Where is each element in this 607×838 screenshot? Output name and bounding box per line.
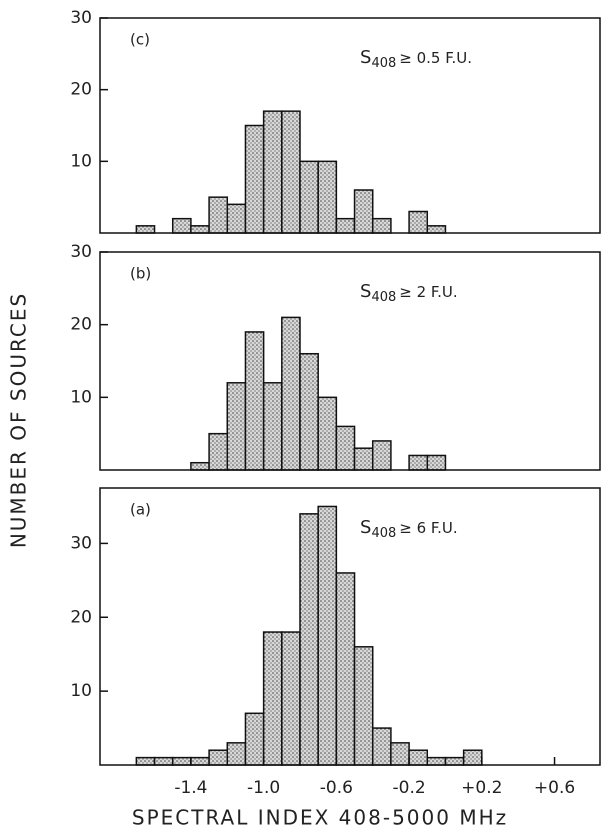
panel-label: (a) bbox=[130, 501, 151, 519]
x-tick-label: -1.4 bbox=[174, 778, 207, 798]
bar bbox=[262, 110, 283, 234]
annotation-subscript: 408 bbox=[371, 56, 396, 71]
bar bbox=[335, 572, 356, 766]
annotation: S408 ≥ 6 F.U. bbox=[360, 517, 458, 541]
bar bbox=[408, 749, 429, 766]
bar bbox=[299, 513, 319, 766]
bar bbox=[226, 203, 247, 234]
bar bbox=[426, 454, 447, 471]
y-axis-label: NUMBER OF SOURCES bbox=[7, 292, 31, 548]
annotation: S408 ≥ 2 F.U. bbox=[360, 281, 458, 305]
bar bbox=[371, 217, 392, 234]
x-axis-label: SPECTRAL INDEX 408-5000 MHz bbox=[132, 806, 508, 830]
x-tick-label: -1.0 bbox=[247, 778, 280, 798]
bar bbox=[281, 110, 301, 234]
bar bbox=[135, 225, 156, 234]
annotation-symbol: S bbox=[360, 517, 371, 538]
panel-label: (c) bbox=[130, 31, 150, 49]
annotation-symbol: S bbox=[360, 281, 371, 302]
bar bbox=[335, 217, 356, 234]
bar bbox=[262, 382, 283, 471]
bar bbox=[353, 447, 374, 471]
bar bbox=[208, 432, 229, 471]
x-tick-label: -0.2 bbox=[393, 778, 426, 798]
bar bbox=[262, 631, 283, 766]
bar bbox=[390, 742, 410, 766]
frame bbox=[99, 487, 601, 766]
bar bbox=[244, 712, 265, 766]
bar bbox=[299, 352, 319, 471]
annotation-text: ≥ 2 F.U. bbox=[399, 283, 457, 301]
bar bbox=[171, 756, 192, 766]
x-tick-label: +0.6 bbox=[534, 778, 575, 798]
bar bbox=[426, 225, 447, 234]
y-tick-label: 30 bbox=[70, 242, 92, 262]
annotation-subscript: 408 bbox=[371, 290, 396, 305]
bar bbox=[408, 454, 429, 471]
y-tick-label: 10 bbox=[70, 387, 92, 407]
bar bbox=[208, 749, 229, 766]
bar bbox=[190, 756, 210, 766]
bar bbox=[190, 225, 210, 234]
bar bbox=[317, 505, 338, 766]
y-tick-label: 20 bbox=[70, 607, 92, 627]
x-tick-label: -0.6 bbox=[320, 778, 353, 798]
bar bbox=[371, 727, 392, 766]
x-tick-label: +0.2 bbox=[461, 778, 502, 798]
bar bbox=[299, 160, 319, 234]
bar bbox=[171, 217, 192, 234]
bar bbox=[353, 646, 374, 766]
y-tick-label: 20 bbox=[70, 315, 92, 335]
bar bbox=[317, 160, 338, 234]
annotation-text: ≥ 0.5 F.U. bbox=[399, 49, 472, 67]
bar bbox=[371, 440, 392, 471]
bar bbox=[226, 382, 247, 471]
bar bbox=[153, 756, 174, 766]
bar bbox=[208, 196, 229, 234]
bar bbox=[135, 756, 156, 766]
annotation-text: ≥ 6 F.U. bbox=[399, 519, 457, 537]
annotation-subscript: 408 bbox=[371, 526, 396, 541]
bar bbox=[353, 189, 374, 234]
y-tick-label: 10 bbox=[70, 681, 92, 701]
bar bbox=[462, 749, 483, 766]
y-tick-label: 30 bbox=[70, 533, 92, 553]
bar bbox=[426, 756, 447, 766]
bar bbox=[190, 461, 210, 471]
bar bbox=[244, 124, 265, 234]
y-tick-label: 20 bbox=[70, 80, 92, 100]
bar bbox=[444, 756, 465, 766]
y-tick-label: 10 bbox=[70, 151, 92, 171]
bar bbox=[244, 331, 265, 471]
bar bbox=[317, 396, 338, 471]
annotation: S408 ≥ 0.5 F.U. bbox=[360, 47, 472, 71]
bar bbox=[281, 316, 301, 471]
annotation-symbol: S bbox=[360, 47, 371, 68]
bar bbox=[335, 425, 356, 471]
frame bbox=[99, 251, 601, 471]
bar bbox=[408, 210, 429, 234]
frame bbox=[99, 17, 601, 234]
bar bbox=[226, 742, 247, 766]
panel-label: (b) bbox=[130, 265, 151, 283]
y-tick-label: 30 bbox=[70, 8, 92, 28]
bar bbox=[281, 631, 301, 766]
